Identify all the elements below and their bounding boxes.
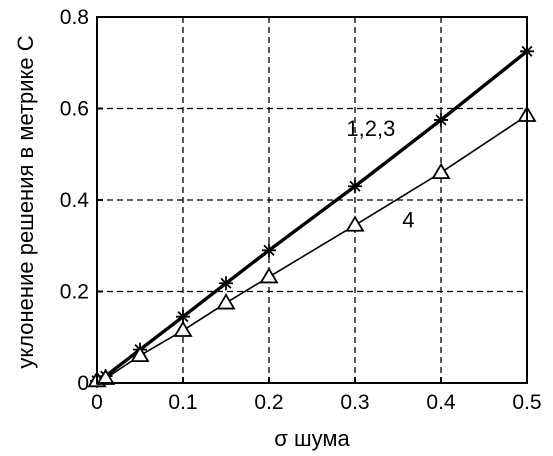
star-marker [348,179,362,194]
triangle-marker [216,293,236,310]
series-layer [87,44,537,388]
x-tick-label: 0.5 [512,391,541,414]
y-tick-label: 0.4 [60,189,90,212]
y-tick-label: 0.2 [60,281,89,304]
triangle-marker [173,320,193,337]
star-marker [219,276,233,291]
x-tick-label: 0.2 [254,391,283,414]
grid-lines [97,17,527,383]
tick-labels: 0 0.1 0.2 0.3 0.4 0.5 0 0.2 0.4 0.6 0.8 [60,6,542,414]
curve-label: 4 [402,207,414,232]
x-tick-label: 0.1 [168,391,197,414]
curve-label: 1,2,3 [346,116,395,141]
x-axis-title: σ шума [274,426,350,451]
x-tick-label: 0.3 [340,391,369,414]
series-star [90,44,534,388]
triangle-marker [259,267,279,284]
x-tick-label: 0 [91,391,103,414]
y-tick-label: 0.8 [60,6,89,29]
x-tick-label: 0.4 [426,391,456,414]
series-line [96,114,528,382]
star-marker [262,243,276,258]
triangle-marker [345,215,365,232]
triangle-marker [130,345,150,363]
triangle-marker [96,368,116,385]
annotations: 1,2,3 4 [346,116,414,233]
series-triangle [87,105,537,388]
star-marker [434,112,448,127]
y-tick-label: 0.6 [60,98,89,121]
series-line [96,49,529,383]
y-axis-title: уклонение решения в метрике С [13,35,38,368]
triangle-marker [431,162,451,180]
y-tick-label: 0 [77,372,89,395]
star-marker [176,309,190,324]
